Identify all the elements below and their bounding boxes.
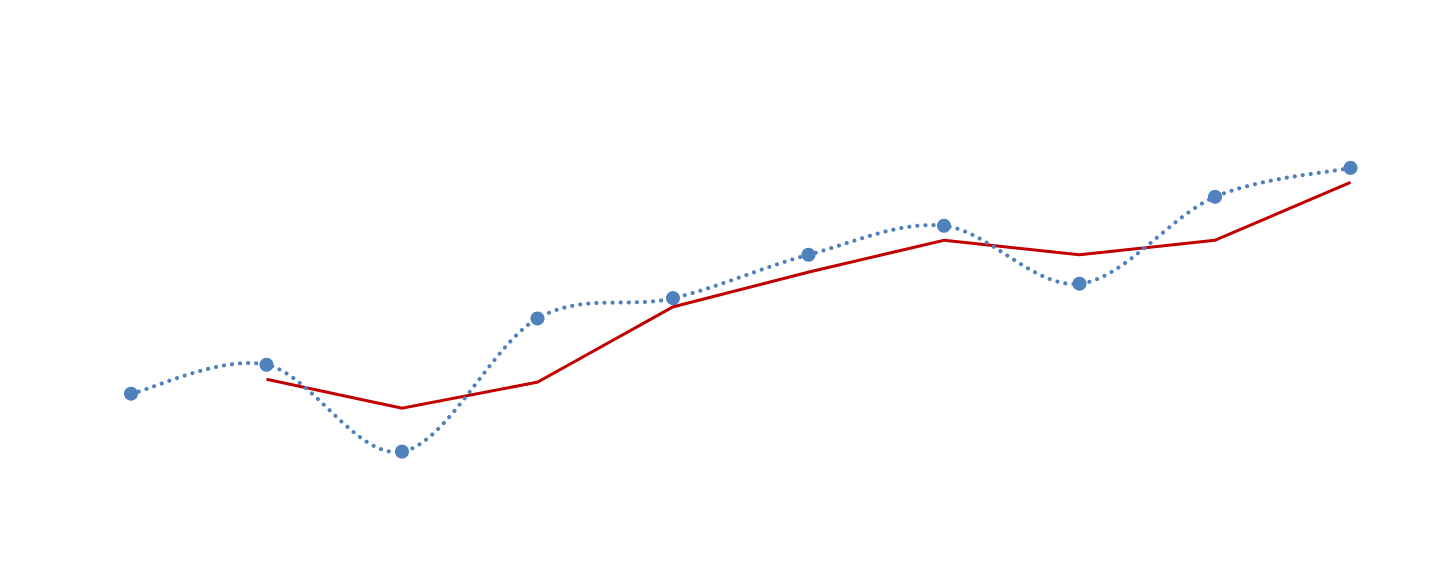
data-point-marker [395,444,409,459]
marker-layer [124,160,1358,459]
data-point-marker [666,291,680,306]
data-point-marker [1343,160,1358,175]
data-point-marker [1072,276,1087,291]
series-line-1 [129,165,1353,454]
data-point-marker [124,386,138,401]
series-line-2 [266,181,1352,410]
data-point-marker [530,311,545,326]
series-layer [129,165,1353,454]
data-point-marker [801,247,816,262]
data-point-marker [937,218,951,233]
data-point-marker [1208,189,1222,204]
data-point-marker [259,357,274,372]
